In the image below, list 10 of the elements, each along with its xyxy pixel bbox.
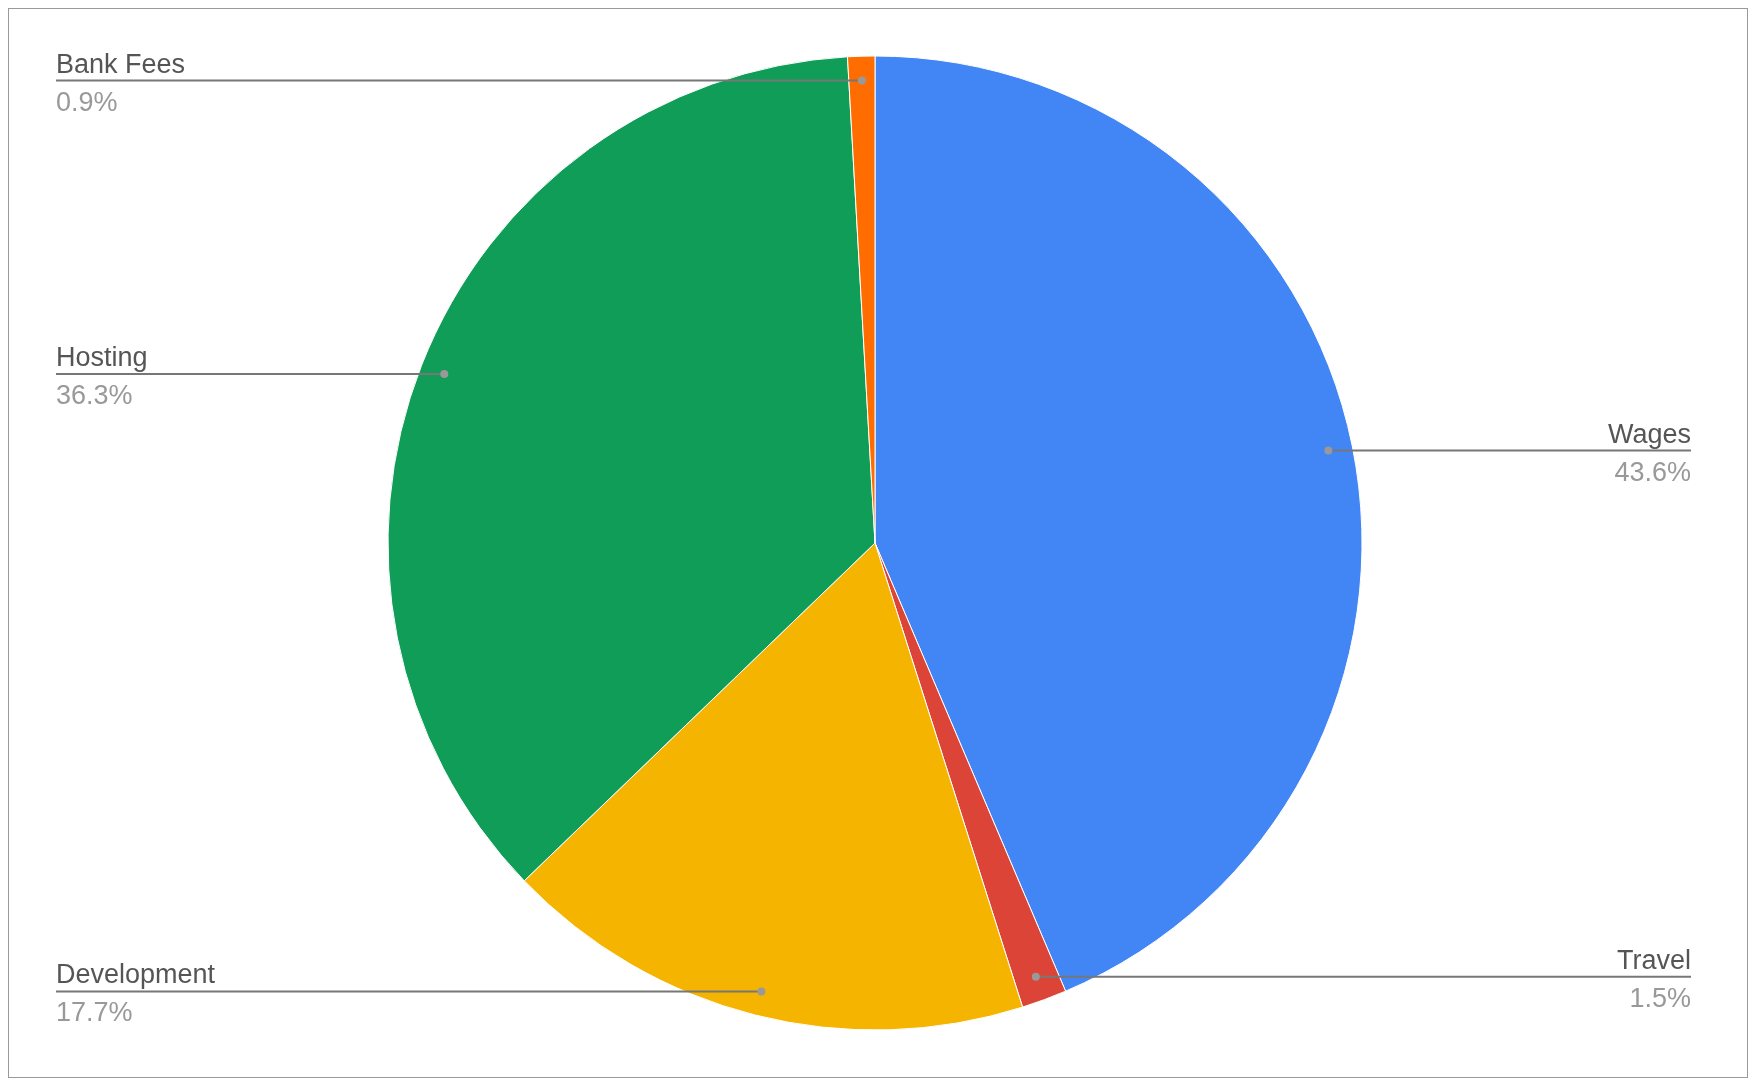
data-label: 43.6% bbox=[1614, 456, 1691, 487]
slice-label: Wages bbox=[1607, 418, 1691, 449]
slice-label: Development bbox=[56, 959, 216, 990]
data-label: 36.3% bbox=[56, 380, 133, 411]
slice-label: Travel bbox=[1616, 944, 1691, 975]
data-label: 0.9% bbox=[56, 86, 118, 117]
slice-label: Bank Fees bbox=[56, 48, 186, 79]
data-label: 17.7% bbox=[56, 997, 133, 1028]
data-label: 1.5% bbox=[1629, 982, 1691, 1013]
slice-label: Hosting bbox=[56, 342, 148, 373]
